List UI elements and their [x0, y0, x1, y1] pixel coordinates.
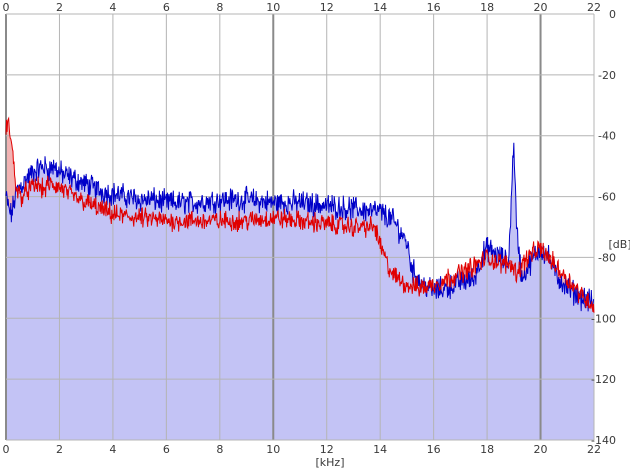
x-tick-label-top: 6 — [163, 1, 170, 14]
y-tick-label: -20 — [598, 69, 616, 82]
x-tick-label-bottom: 14 — [373, 443, 387, 456]
x-axis-label: [kHz] — [316, 456, 345, 469]
x-tick-label-top: 16 — [427, 1, 441, 14]
x-tick-label-bottom: 16 — [427, 443, 441, 456]
y-tick-labels: 0 -20 -40 -60 -80 -100 -120 -140 — [591, 8, 616, 447]
y-tick-label: -120 — [591, 373, 616, 386]
y-tick-label: 0 — [609, 8, 616, 21]
x-tick-label-top: 0 — [3, 1, 10, 14]
y-tick-label: -140 — [591, 434, 616, 447]
x-tick-label-bottom: 18 — [480, 443, 494, 456]
y-tick-label: -80 — [598, 251, 616, 264]
x-tick-label-top: 14 — [373, 1, 387, 14]
x-tick-label-bottom: 6 — [163, 443, 170, 456]
x-tick-label-top: 2 — [56, 1, 63, 14]
x-tick-label-bottom: 10 — [266, 443, 280, 456]
x-tick-label-top: 22 — [587, 1, 601, 14]
grid-layer — [5, 13, 595, 441]
x-tick-label-bottom: 22 — [587, 443, 601, 456]
x-tick-label-top: 12 — [320, 1, 334, 14]
x-tick-label-top: 20 — [534, 1, 548, 14]
y-tick-label: -100 — [591, 312, 616, 325]
x-tick-label-bottom: 8 — [216, 443, 223, 456]
x-tick-label-bottom: 12 — [320, 443, 334, 456]
x-tick-label-bottom: 4 — [109, 443, 116, 456]
x-tick-label-top: 4 — [109, 1, 116, 14]
y-axis-label: [dB] — [608, 238, 630, 251]
y-tick-label: -60 — [598, 191, 616, 204]
y-tick-label: -40 — [598, 130, 616, 143]
series-line-red — [5, 116, 595, 313]
x-tick-label-bottom: 0 — [3, 443, 10, 456]
x-tick-label-top: 18 — [480, 1, 494, 14]
series-layer — [5, 116, 595, 313]
x-tick-label-bottom: 2 — [56, 443, 63, 456]
x-tick-label-bottom: 20 — [534, 443, 548, 456]
x-tick-label-top: 8 — [216, 1, 223, 14]
x-tick-label-top: 10 — [266, 1, 280, 14]
